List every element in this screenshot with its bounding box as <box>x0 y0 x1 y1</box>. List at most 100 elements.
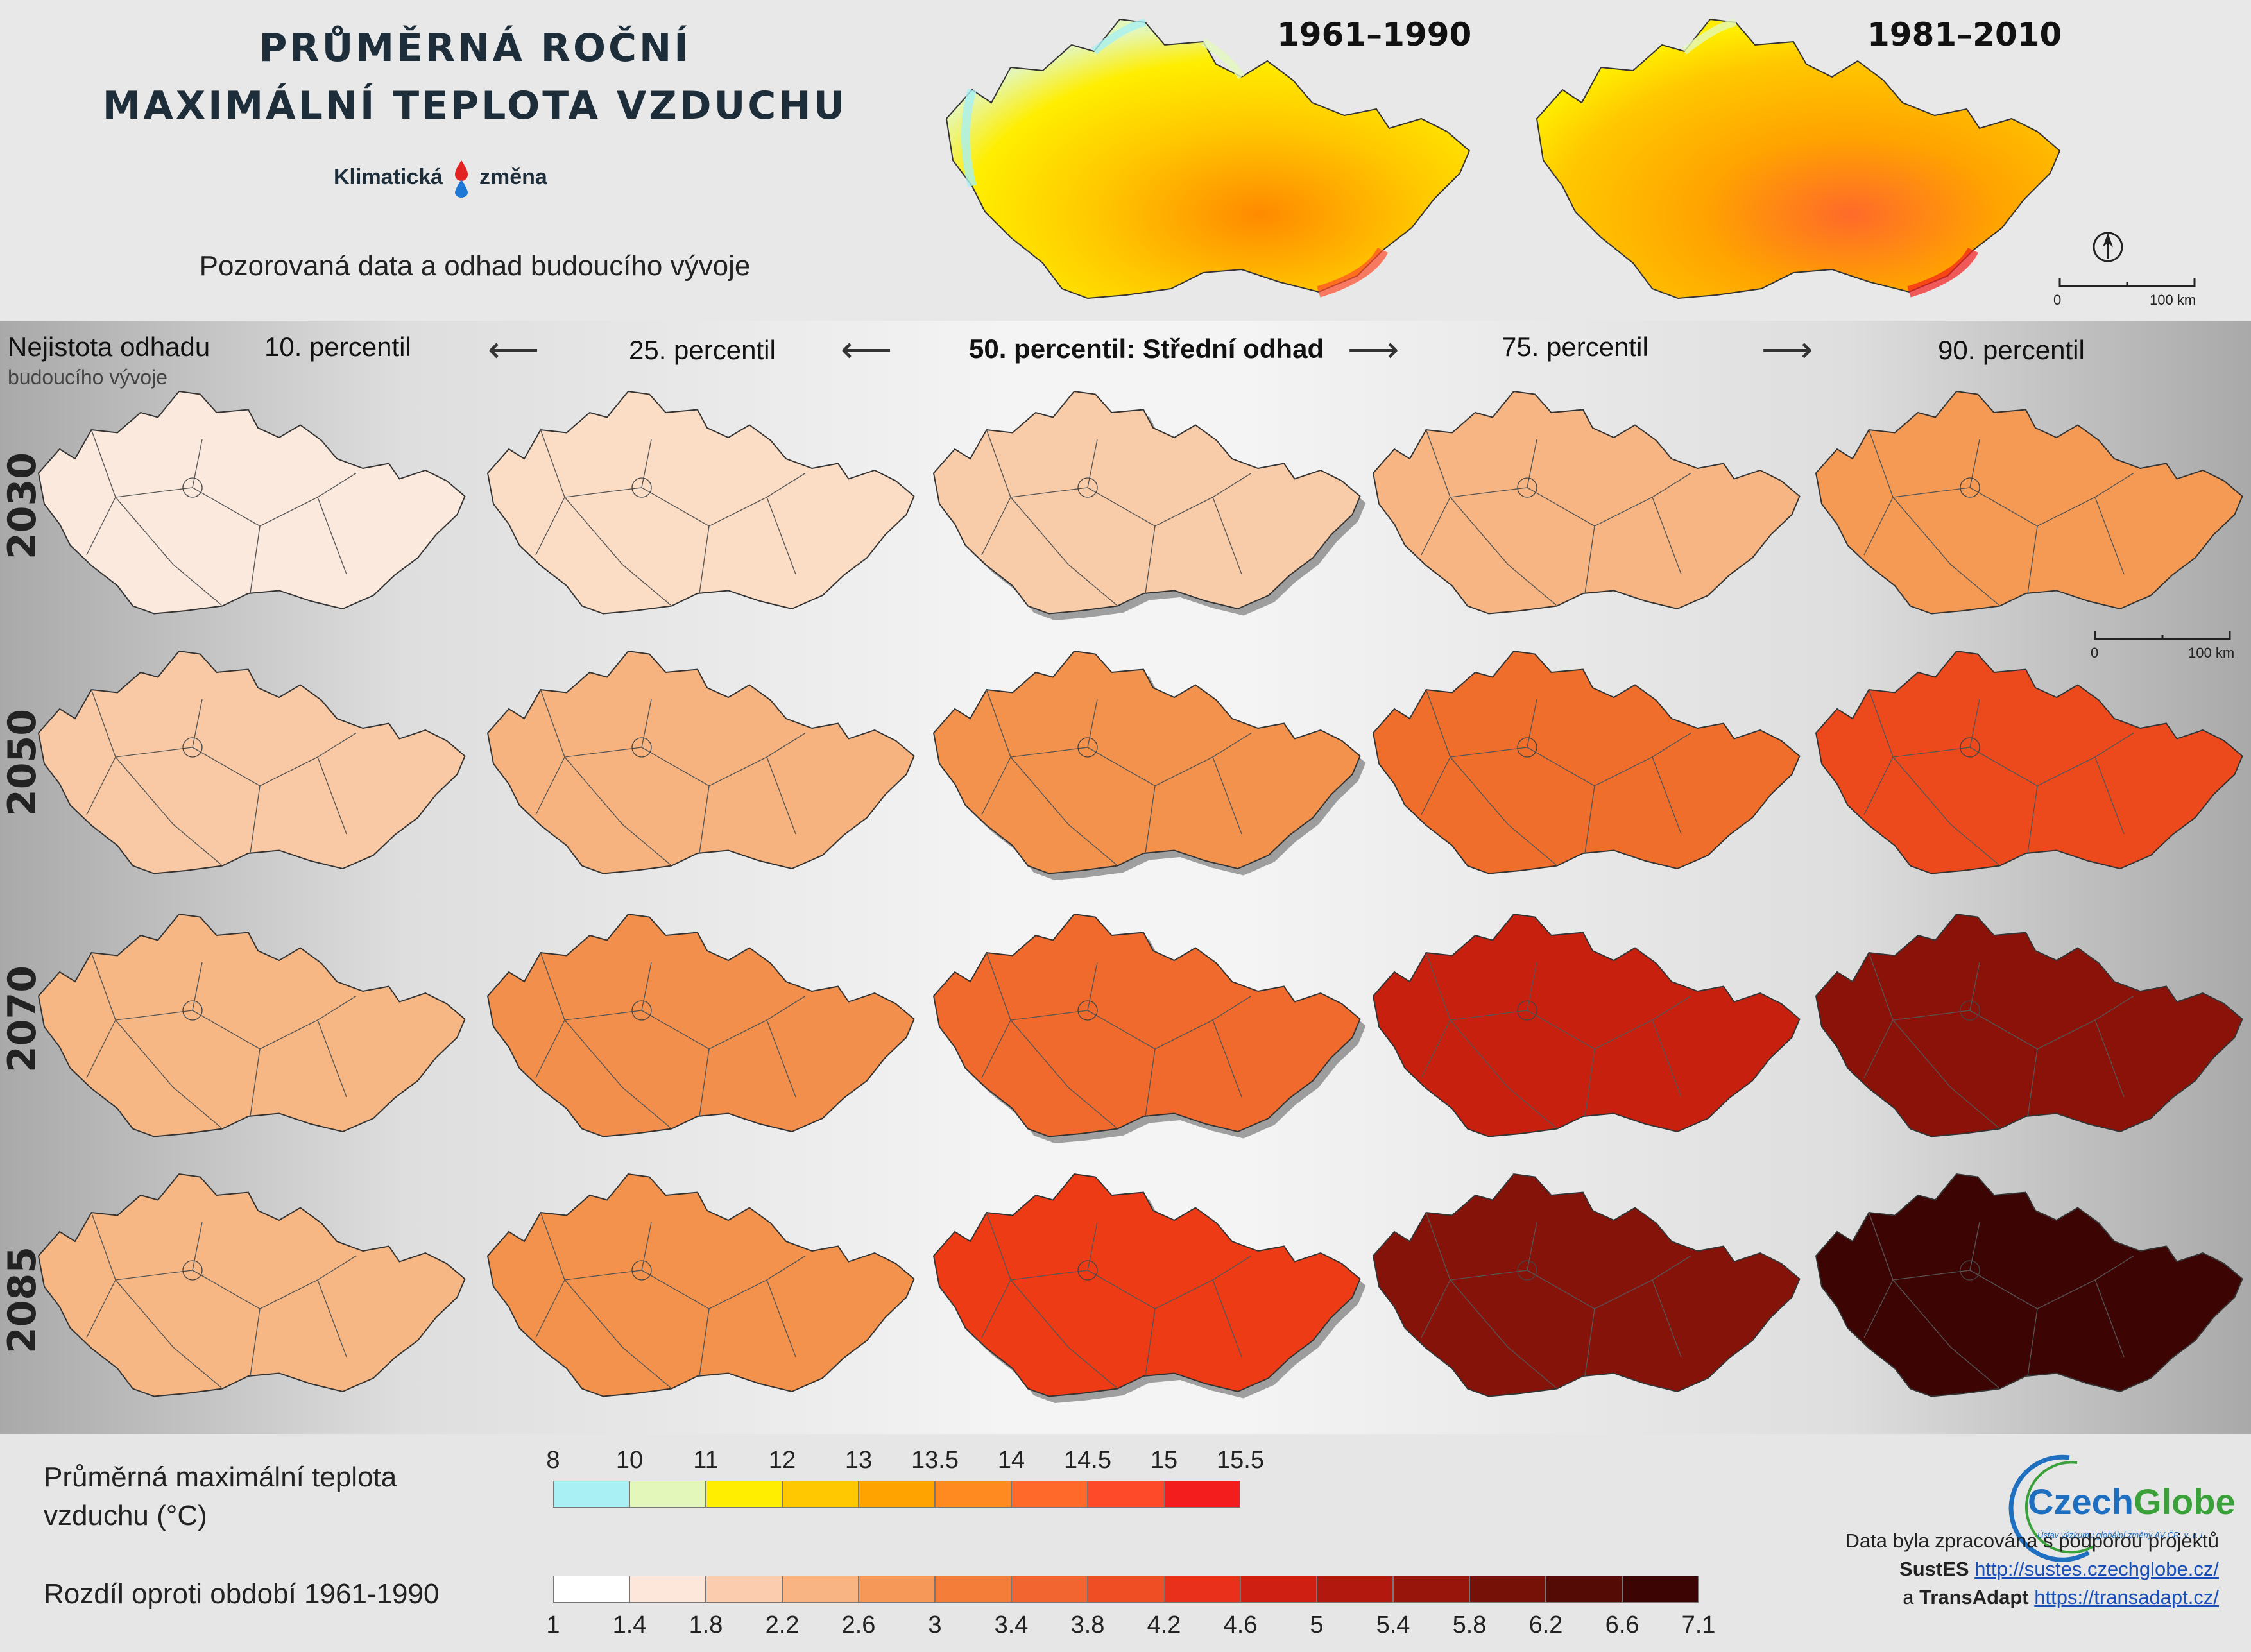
legend-diff-swatch <box>1164 1576 1240 1603</box>
legend-diff-swatch <box>1240 1576 1317 1603</box>
map-2085-p2 <box>932 1173 1366 1403</box>
map-2085-p1 <box>486 1173 915 1397</box>
link-transadapt[interactable]: https://transadapt.cz/ <box>2034 1586 2219 1608</box>
legend-diff-swatch <box>706 1576 782 1603</box>
legend-abs-title-2: vzduchu (°C) <box>44 1500 207 1531</box>
legend-diff-tick-label: 1.8 <box>689 1612 723 1639</box>
legend-diff-tick-label: 5.8 <box>1452 1612 1487 1639</box>
legend-diff-tick-label: 1.4 <box>612 1612 647 1639</box>
map-2070-p3 <box>1372 913 1801 1137</box>
legend-abs-tick-label: 15 <box>1150 1447 1178 1474</box>
title-line-2: MAXIMÁLNÍ TEPLOTA VZDUCHU <box>102 83 848 128</box>
legend-abs-tick-label: 14 <box>997 1447 1025 1474</box>
legend-abs-swatch <box>782 1481 859 1508</box>
scale-bar-top-zero: 0 <box>2053 292 2062 308</box>
legend-diff-tick-label: 7.1 <box>1681 1612 1716 1639</box>
legend-diff-title: Rozdíl oproti období 1961-1990 <box>44 1578 440 1610</box>
legend-diff-tick-label: 4.2 <box>1147 1612 1181 1639</box>
map-2070-p2 <box>932 913 1366 1143</box>
legend-abs-swatch <box>935 1481 1011 1508</box>
czechglobe-tagline: Ústav výzkumu globální změny AV ČR, v. v… <box>2037 1530 2205 1540</box>
credits-line-2: SustES http://sustes.czechglobe.cz/ <box>1845 1555 2219 1583</box>
legend-abs-title-1: Průměrná maximální teplota <box>44 1461 397 1493</box>
legend-diff-swatch <box>935 1576 1011 1603</box>
legend-diff-swatch <box>629 1576 706 1603</box>
legend-diff-tick-label: 5.4 <box>1376 1612 1410 1639</box>
legend-abs-tick-label: 13 <box>844 1447 873 1474</box>
legend-diff-tick-label: 3.8 <box>1070 1612 1105 1639</box>
czechglobe-name-2: Globe <box>2133 1481 2236 1522</box>
legend-diff-tick-label: 2.6 <box>841 1612 876 1639</box>
legend-abs-swatch <box>1088 1481 1164 1508</box>
legend-abs-swatch <box>1164 1481 1240 1508</box>
legend-diff-swatch <box>553 1576 629 1603</box>
map-2070-p4 <box>1815 913 2243 1137</box>
arrow-right-icon: ⟶ <box>1348 329 1399 370</box>
legend-diff-swatch <box>1393 1576 1469 1603</box>
scale-bar-top-distance: 100 km <box>2150 292 2196 308</box>
legend-diff-swatch <box>782 1576 859 1603</box>
legend-diff-swatch <box>1622 1576 1699 1603</box>
percentile-label-25: 25. percentil <box>629 335 776 365</box>
czechglobe-name: CzechGlobe <box>2028 1481 2236 1522</box>
legend-abs-tick-label: 11 <box>693 1447 719 1474</box>
map-2085-p3 <box>1372 1173 1801 1397</box>
legend-abs-swatch <box>629 1481 706 1508</box>
czechglobe-name-1: Czech <box>2028 1481 2134 1522</box>
legend-panel <box>0 1434 2251 1652</box>
scale-bar-grid-zero: 0 <box>2091 645 2099 661</box>
legend-diff-tick-label: 1 <box>546 1612 560 1639</box>
credits-line-1: Data byla zpracována s podporou projektů <box>1845 1529 2219 1552</box>
legend-diff-tick-label: 4.6 <box>1223 1612 1258 1639</box>
legend-diff-tick-label: 3.4 <box>994 1612 1029 1639</box>
map-2030-p0 <box>37 390 466 615</box>
scale-bar-top <box>2058 278 2196 287</box>
czechglobe-logo-icon <box>2008 1454 2094 1562</box>
map-2030-p1 <box>486 390 915 615</box>
legend-abs-swatch <box>553 1481 629 1508</box>
link-sustes[interactable]: http://sustes.czechglobe.cz/ <box>1974 1558 2219 1580</box>
observed-map-1961-1990 <box>945 18 1471 300</box>
title-line-1: PRŮMĚRNÁ ROČNÍ <box>259 26 691 71</box>
legend-diff-swatch <box>1469 1576 1546 1603</box>
legend-abs-tick-label: 12 <box>768 1447 796 1474</box>
map-2050-p0 <box>37 650 466 874</box>
map-2050-p2 <box>932 650 1366 880</box>
drops-icon <box>454 160 468 198</box>
map-2050-p3 <box>1372 650 1801 874</box>
uncertainty-sublabel: budoucího vývoje <box>8 366 168 389</box>
legend-diff-swatch <box>1546 1576 1622 1603</box>
legend-diff-tick-label: 6.2 <box>1528 1612 1563 1639</box>
map-2030-p3 <box>1372 390 1801 615</box>
legend-diff-tick-label: 2.2 <box>765 1612 800 1639</box>
observed-map-1981-2010 <box>1536 18 2061 300</box>
project-transadapt: TransAdapt <box>1919 1586 2029 1608</box>
legend-abs-swatch <box>859 1481 935 1508</box>
period-label-1961-1990: 1961–1990 <box>1277 16 1472 53</box>
percentile-label-75: 75. percentil <box>1502 332 1648 362</box>
arrow-right-icon: ⟶ <box>1761 329 1813 370</box>
credits-line-3: a TransAdapt https://transadapt.cz/ <box>1845 1583 2219 1612</box>
legend-diff-tick-label: 5 <box>1310 1612 1324 1639</box>
map-2085-p0 <box>37 1173 466 1397</box>
legend-diff-tick-label: 6.6 <box>1605 1612 1639 1639</box>
north-arrow-icon <box>2093 232 2123 262</box>
legend-abs-swatch <box>1011 1481 1088 1508</box>
brand-text-2: změna <box>479 164 547 189</box>
legend-abs-tick-label: 10 <box>615 1447 644 1474</box>
map-2050-p4 <box>1815 650 2243 874</box>
percentile-label-90: 90. percentil <box>1938 335 2085 365</box>
legend-abs-tick-label: 15.5 <box>1217 1447 1264 1474</box>
percentile-label-10: 10. percentil <box>264 332 411 362</box>
legend-abs-tick-label: 13.5 <box>911 1447 959 1474</box>
map-2085-p4 <box>1815 1173 2243 1397</box>
brand-logo: Klimatická změna <box>334 159 547 198</box>
legend-diff-swatch <box>859 1576 935 1603</box>
project-sustes: SustES <box>1899 1558 1969 1580</box>
legend-abs-swatch <box>706 1481 782 1508</box>
arrow-left-icon: ⟵ <box>841 329 893 370</box>
map-2050-p1 <box>486 650 915 874</box>
brand-text-1: Klimatická <box>334 164 443 189</box>
percentile-label-50: 50. percentil: Střední odhad <box>969 334 1324 364</box>
